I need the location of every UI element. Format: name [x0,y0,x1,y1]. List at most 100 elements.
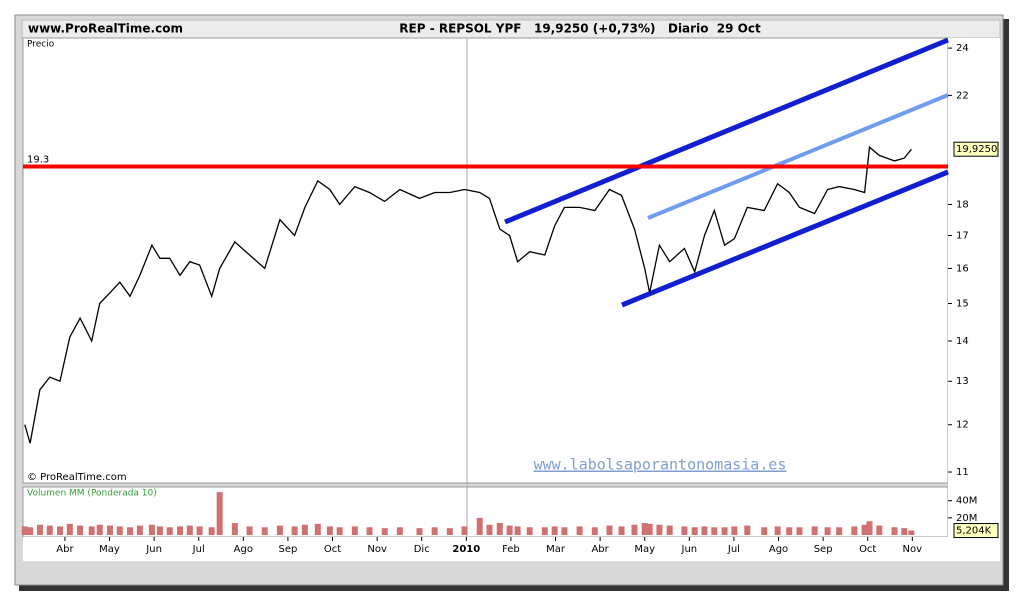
trend-channel-lower [621,169,949,308]
volume-bar [541,527,548,535]
volume-bar [156,526,163,535]
volume-bar [261,527,268,535]
x-tick-label: Nov [367,544,387,555]
volume-bar [711,527,718,535]
price-panel [22,37,949,484]
volume-bar [366,527,373,535]
trend-channel-upper [504,37,949,225]
y-tick-label: 17 [956,230,969,241]
x-tick-label: Nov [903,544,923,555]
y-tick-label: 15 [956,298,969,309]
last-value-label: 5,204K [956,526,992,537]
volume-bar [656,524,663,535]
x-tick-label: Ago [234,544,253,555]
volume-bar [591,527,598,535]
volume-bar [891,527,898,535]
volume-bar [276,525,283,535]
volume-bar [836,527,843,535]
volume-bar [291,526,298,535]
volume-bar [496,523,503,535]
volume-bar [446,528,453,535]
x-tick-label: Jun [145,544,162,555]
volume-bar [786,527,793,535]
volume-bar [866,521,873,535]
y-tick-label: 16 [956,263,969,274]
x-tick-label: Jul [727,544,740,555]
volume-bar [106,525,113,535]
volume-bar [116,526,123,535]
last-value-box [953,141,999,157]
volume-bar [851,526,858,535]
last-value-label: 19,9250 [956,144,997,155]
y-tick-label: 24 [956,43,969,54]
volume-bar [166,527,173,535]
volume-bar [681,526,688,535]
site: www.ProRealTime.com [28,22,183,36]
volume-bar [876,525,883,535]
volume-bar [27,527,34,535]
volume-bar [301,524,308,535]
volume-bar [96,524,103,535]
right-axis [948,38,1000,537]
volume-bar [606,525,613,535]
watermark: www.labolsaporantonomasia.es [534,456,787,474]
x-tick-label: Jun [681,544,698,555]
volume-bar [774,526,781,535]
y-tick-label: 11 [956,467,969,478]
volume-bar [646,523,653,535]
volume-bar [618,526,625,535]
volume-bar [88,526,95,535]
x-tick-label: 2010 [452,544,480,555]
panel-label: Precio [27,40,55,50]
volume-bar [811,526,818,535]
y-tick-label: 22 [956,90,969,101]
x-tick-label: Sep [278,544,297,555]
x-tick-label: Abr [56,544,74,555]
y-tick-label: 18 [956,199,969,210]
last-value-box [953,523,999,539]
volume-bar [908,530,915,535]
volume-bar [326,526,333,535]
volume-bar [431,527,438,535]
volume-bar [731,526,738,535]
volume-bar [351,526,358,535]
source: © ProRealTime.com [27,472,127,483]
volume-bar [66,523,73,535]
bottom-axis [23,537,1000,561]
volume-bar [36,524,43,535]
x-tick-label: May [634,544,655,555]
x-tick-label: Feb [502,544,520,555]
volume-bar [196,526,203,535]
y-tick-label: 20M [956,513,977,524]
volume-bar [551,526,558,535]
volume-bar [314,523,321,535]
volume-bar [796,527,803,535]
volume-bar [701,526,708,535]
volume-bar [631,524,638,535]
volume-bar [721,527,728,535]
volume-bar [506,525,513,535]
volume-bar [416,528,423,535]
volume-bar [514,526,521,535]
volume-bar [208,527,215,535]
reference-label: 19.3 [27,155,49,166]
volume-bar [396,527,403,535]
x-tick-label: Jul [192,544,205,555]
volume-bar [824,527,831,535]
x-tick-label: Dic [414,544,430,555]
volume-bar [46,525,53,535]
volume-bar [246,526,253,535]
y-tick-label: 40M [956,496,977,507]
volume-bar [576,526,583,535]
volume-bar [186,525,193,535]
volume-label: Volumen MM (Ponderada 10) [27,489,157,499]
volume-bar [148,524,155,535]
x-tick-label: Oct [859,544,876,555]
volume-bar [127,527,134,535]
volume-bar [691,527,698,535]
x-tick-label: Ago [769,544,788,555]
volume-bar [861,524,868,535]
volume-bar [744,525,751,535]
volume-bar [77,525,84,535]
